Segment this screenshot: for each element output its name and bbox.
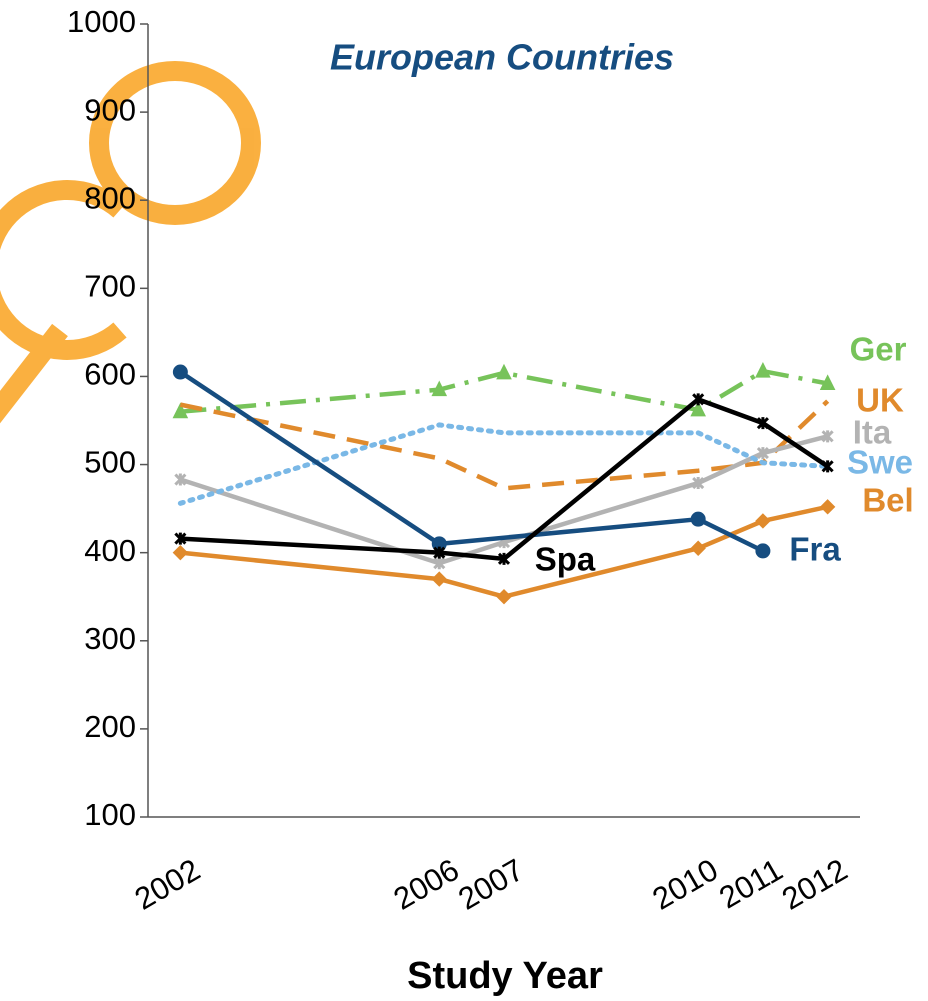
x-tick-label: 2007	[452, 852, 529, 917]
marker	[432, 572, 446, 586]
x-tick-label: 2011	[713, 852, 788, 916]
chart-title: European Countries	[330, 37, 674, 78]
y-tick-label: 100	[84, 797, 136, 832]
x-axis-title: Study Year	[407, 955, 603, 997]
y-tick-label: 1000	[67, 4, 136, 39]
series-label: Bel	[862, 482, 913, 519]
y-tick-label: 400	[84, 533, 136, 568]
marker	[756, 514, 770, 528]
marker	[173, 546, 187, 560]
x-tick-label: 2012	[776, 852, 853, 917]
marker	[756, 544, 770, 558]
y-tick-label: 900	[84, 92, 136, 127]
marker	[821, 500, 835, 514]
y-tick-label: 700	[84, 269, 136, 304]
marker	[691, 541, 705, 555]
series-line	[180, 507, 827, 597]
y-tick-label: 600	[84, 357, 136, 392]
series-label: Fra	[789, 531, 841, 568]
y-tick-label: 500	[84, 445, 136, 480]
page: European Countries Study Year 100 200 300 4…	[0, 0, 928, 1001]
marker	[173, 365, 187, 379]
series-label: Swe	[847, 444, 913, 481]
x-tick-label: 2010	[647, 852, 724, 917]
marker	[691, 512, 705, 526]
series-label: Spa	[535, 541, 596, 578]
series-line	[180, 372, 763, 551]
series-label: Ger	[850, 331, 907, 368]
chart: European Countries Study Year 100 200 300 4…	[0, 0, 928, 1001]
x-tick-label: 2002	[129, 852, 206, 917]
marker	[497, 590, 511, 604]
y-tick-label: 200	[84, 709, 136, 744]
y-tick-label: 800	[84, 180, 136, 215]
y-tick-label: 300	[84, 621, 136, 656]
x-tick-label: 2006	[388, 852, 465, 917]
